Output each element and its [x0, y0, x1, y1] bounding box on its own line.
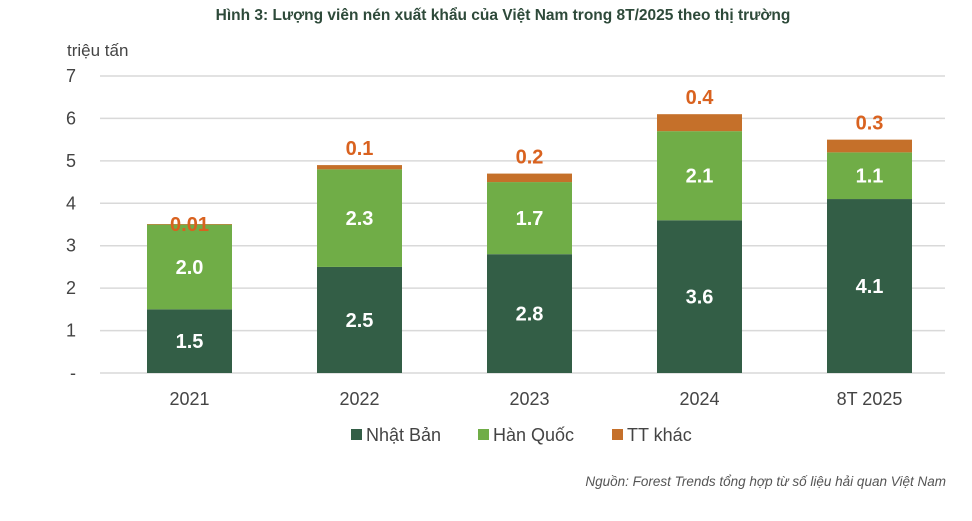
data-label: 3.6: [686, 287, 714, 309]
chart-title: Hình 3: Lượng viên nén xuất khẩu của Việ…: [216, 7, 791, 24]
data-label-other: 0.01: [170, 214, 209, 236]
data-label: 1.1: [856, 166, 884, 188]
legend-swatch: [612, 429, 623, 440]
bars: 1.5 2.0 0.01 2.5 2.3 0.1 2.8 1.7 0.2 3.6 2.1 0.4 4.1…: [147, 87, 912, 373]
y-tick-label: 7: [66, 66, 76, 86]
x-tick-label: 2023: [509, 389, 549, 409]
bar-segment-tt-khác: [317, 165, 402, 170]
data-label: 1.5: [176, 331, 204, 353]
data-label: 1.7: [516, 208, 544, 230]
legend: Nhật Bản Hàn Quốc TT khác: [351, 425, 692, 445]
data-label-other: 0.2: [516, 147, 544, 169]
legend-label: Hàn Quốc: [493, 425, 574, 445]
bar-segment-hàn-quốc: [487, 182, 572, 255]
bar-segment-tt-khác: [827, 139, 912, 153]
data-label: 2.0: [176, 257, 204, 279]
data-label: 2.8: [516, 304, 544, 326]
data-label-other: 0.1: [346, 138, 374, 160]
bar-segment-hàn-quốc: [827, 152, 912, 200]
bar-segment-nhật-bản: [317, 266, 402, 373]
bar-segment-tt-khác: [147, 224, 232, 225]
bar-segment-hàn-quốc: [147, 224, 232, 310]
bar-segment-hàn-quốc: [657, 131, 742, 221]
bar-segment-tt-khác: [657, 114, 742, 132]
bar-segment-hàn-quốc: [317, 169, 402, 267]
x-axis-ticks: 2021 2022 2023 2024 8T 2025: [169, 389, 902, 409]
y-tick-label: -: [70, 363, 76, 383]
source-note: Nguồn: Forest Trends tổng hợp từ số liệu…: [585, 474, 946, 489]
x-tick-label: 2024: [679, 389, 719, 409]
x-tick-label: 2021: [169, 389, 209, 409]
data-label: 2.5: [346, 310, 374, 332]
y-tick-label: 4: [66, 193, 76, 213]
bar-segment-nhật-bản: [147, 309, 232, 373]
y-tick-label: 1: [66, 321, 76, 341]
y-axis-unit-label: triệu tấn: [67, 41, 128, 60]
y-axis-ticks: - 1 2 3 4 5 6 7: [66, 66, 76, 383]
y-tick-label: 2: [66, 278, 76, 298]
y-tick-label: 5: [66, 151, 76, 171]
data-label: 2.1: [686, 166, 714, 188]
legend-label: Nhật Bản: [366, 425, 441, 445]
data-label: 2.3: [346, 208, 374, 230]
bar-segment-nhật-bản: [657, 220, 742, 373]
data-label: 4.1: [856, 276, 884, 298]
data-label-other: 0.3: [856, 113, 884, 135]
legend-swatch: [351, 429, 362, 440]
y-tick-label: 6: [66, 108, 76, 128]
bar-segment-nhật-bản: [827, 199, 912, 373]
bar-segment-tt-khác: [487, 173, 572, 183]
bar-segment-nhật-bản: [487, 254, 572, 373]
legend-swatch: [478, 429, 489, 440]
y-tick-label: 3: [66, 236, 76, 256]
data-label-other: 0.4: [686, 87, 715, 109]
x-tick-label: 2022: [339, 389, 379, 409]
legend-label: TT khác: [627, 425, 692, 445]
x-tick-label: 8T 2025: [837, 389, 903, 409]
